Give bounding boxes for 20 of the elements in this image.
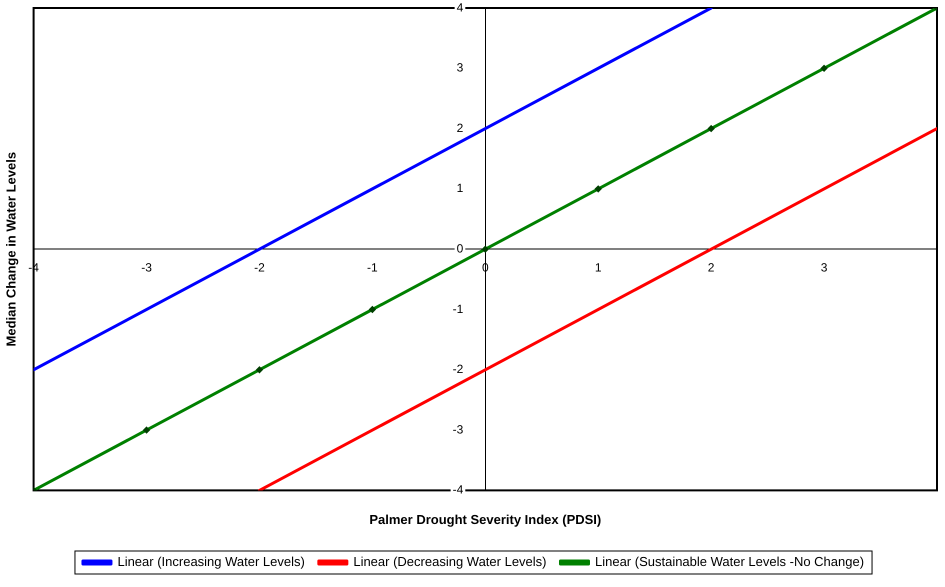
x-tick-label: 2 (708, 260, 715, 275)
y-tick-label: -3 (452, 422, 464, 436)
y-tick-label: -2 (452, 362, 464, 376)
legend-label: Linear (Decreasing Water Levels) (353, 554, 546, 570)
y-tick-label: 4 (456, 0, 464, 14)
x-tick-label: 1 (594, 260, 602, 275)
x-axis-title: Palmer Drought Severity Index (PDSI) (369, 512, 602, 527)
x-tick-label: -1 (367, 260, 378, 275)
y-tick-label: 1 (456, 181, 464, 196)
legend-label: Linear (Increasing Water Levels) (117, 554, 305, 570)
y-tick-label: 0 (456, 242, 464, 256)
y-tick-label: 3 (456, 60, 464, 75)
x-tick-label: -2 (254, 260, 266, 275)
x-tick-label: -3 (141, 260, 152, 275)
x-tick-label: 3 (820, 260, 828, 275)
y-axis-title: Median Change in Water Levels (3, 152, 18, 346)
y-tick-label: -1 (452, 302, 464, 316)
y-tick-label: 2 (456, 120, 464, 135)
y-tick-label: -4 (452, 482, 464, 497)
legend-label: Linear (Sustainable Water Levels -No Change) (594, 554, 864, 570)
